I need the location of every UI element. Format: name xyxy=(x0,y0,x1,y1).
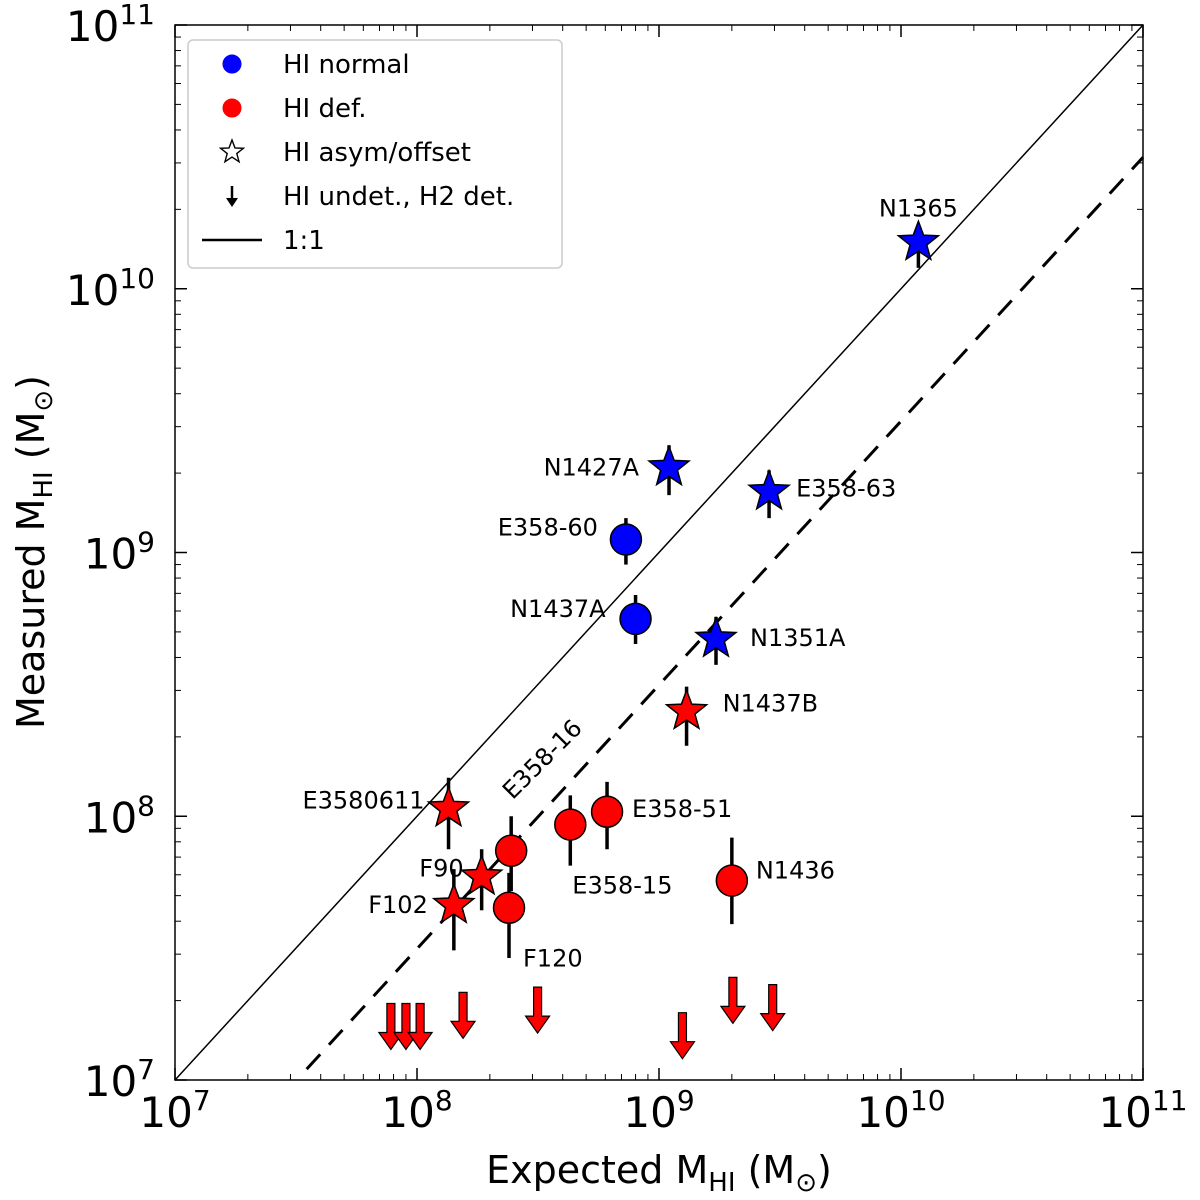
y-tick-label: 1011 xyxy=(66,0,155,51)
data-point: N1437A xyxy=(510,595,652,644)
x-tick-label: 1011 xyxy=(1098,1084,1187,1137)
star-marker xyxy=(896,219,941,262)
circle-marker xyxy=(494,834,528,867)
point-label: F90 xyxy=(419,855,463,883)
legend-entry: 1:1 xyxy=(202,226,325,256)
legend-label: 1:1 xyxy=(283,226,325,256)
x-tick-label: 108 xyxy=(381,1084,452,1137)
data-point: F102 xyxy=(368,869,476,951)
point-label: E358-60 xyxy=(498,514,598,542)
circle-marker xyxy=(492,891,526,924)
data-point: E358-63 xyxy=(747,468,896,519)
star-marker xyxy=(747,468,792,511)
upper-limit-arrow xyxy=(449,991,477,1040)
y-tick-label: 107 xyxy=(84,1053,155,1106)
legend-entry: HI def. xyxy=(222,94,367,124)
legend-label: HI def. xyxy=(283,94,367,124)
legend-label: HI undet., H2 det. xyxy=(283,182,514,212)
point-label: E3580611 xyxy=(302,787,424,815)
legend-circle-icon xyxy=(222,98,242,118)
circle-marker xyxy=(715,864,749,897)
circle-marker xyxy=(590,795,624,829)
data-points: N1365 N1427A E358-63 E358-60 N1437A N1351A N14… xyxy=(302,194,957,972)
legend-arrowhead-icon xyxy=(226,198,238,207)
point-label: F102 xyxy=(368,891,428,919)
point-label: N1351A xyxy=(750,624,846,652)
star-marker xyxy=(431,882,476,924)
point-label: N1427A xyxy=(544,454,640,482)
data-point: F90 xyxy=(419,849,504,911)
legend-entry: HI undet., H2 det. xyxy=(226,182,514,212)
upper-limit-arrows xyxy=(377,976,786,1060)
legend-entry: HI asym/offset xyxy=(218,138,471,168)
star-marker xyxy=(647,444,692,487)
data-point: N1427A xyxy=(544,444,692,496)
circle-marker xyxy=(619,602,652,636)
point-label: N1437A xyxy=(510,595,606,623)
data-point: N1436 xyxy=(715,837,835,925)
upper-limit-arrow xyxy=(719,976,747,1025)
legend-box xyxy=(187,39,563,269)
circle-marker xyxy=(609,523,643,556)
x-tick-label: 107 xyxy=(139,1084,210,1137)
legend-star-icon xyxy=(218,138,246,164)
star-marker xyxy=(426,785,471,828)
upper-limit-arrow xyxy=(406,1002,434,1051)
circle-marker xyxy=(554,808,587,841)
y-tick-label: 1010 xyxy=(66,262,155,315)
upper-limit-arrow xyxy=(759,983,786,1032)
y-tick-label: 109 xyxy=(84,526,155,579)
point-label: E358-51 xyxy=(632,795,732,823)
data-point: E358-51 xyxy=(590,781,732,850)
upper-limit-arrow xyxy=(377,1002,405,1051)
point-label: E358-16 xyxy=(497,714,588,805)
data-point: E358-60 xyxy=(498,514,643,565)
legend-label: HI asym/offset xyxy=(283,138,471,168)
legend-label: HI normal xyxy=(283,50,410,80)
x-tick-label: 1010 xyxy=(856,1084,945,1137)
data-point: N1437B xyxy=(664,686,819,746)
star-marker xyxy=(459,853,504,896)
one-to-one-line xyxy=(174,24,1144,1081)
point-label: N1365 xyxy=(879,194,958,222)
dashed-line xyxy=(305,156,1145,1071)
point-label: F120 xyxy=(523,945,583,973)
data-point: N1365 xyxy=(879,194,958,268)
data-point: N1351A xyxy=(693,615,846,665)
star-marker xyxy=(693,615,739,658)
x-axis-title: Expected MHI (M⊙) xyxy=(486,1148,832,1198)
data-point: E358-15 xyxy=(554,795,672,900)
data-point: E358-16 xyxy=(494,714,588,892)
y-tick-label: 108 xyxy=(84,789,155,842)
point-label: N1436 xyxy=(756,857,835,885)
x-tick-label: 109 xyxy=(623,1084,694,1137)
y-axis-title: Measured MHI (M⊙) xyxy=(9,375,59,729)
point-label: E358-15 xyxy=(572,872,672,900)
point-label: N1437B xyxy=(723,689,819,717)
upper-limit-arrow xyxy=(669,1012,696,1060)
upper-limit-arrow xyxy=(524,986,551,1035)
upper-limit-arrow xyxy=(392,1002,420,1051)
star-marker xyxy=(664,688,709,731)
data-point: F120 xyxy=(492,872,583,973)
legend: HI normal HI def. HI asym/offset HI undet.,… xyxy=(187,39,563,269)
legend-circle-icon xyxy=(222,54,242,74)
point-label: E358-63 xyxy=(796,475,896,503)
legend-entry: HI normal xyxy=(222,50,410,80)
data-point: E3580611 xyxy=(302,777,471,850)
